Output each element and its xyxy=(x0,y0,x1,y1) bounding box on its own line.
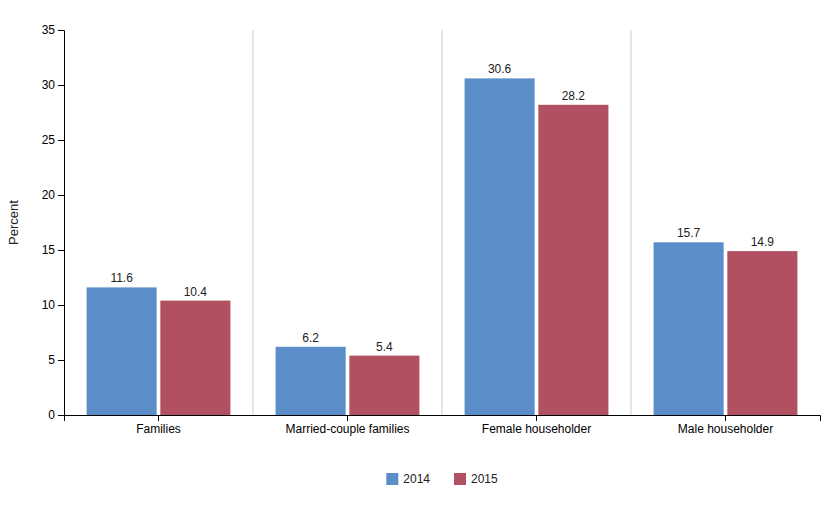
tick-mark xyxy=(58,360,64,361)
tick-mark xyxy=(58,195,64,196)
bar xyxy=(160,301,230,415)
group-dividers xyxy=(253,30,631,415)
data-label: 10.4 xyxy=(184,285,208,299)
tick-mark xyxy=(58,415,64,416)
tick-label: 30 xyxy=(42,78,56,92)
tick-mark xyxy=(58,250,64,251)
tick-label: Male householder xyxy=(678,422,773,436)
axis-line xyxy=(65,416,821,422)
tick-label: 0 xyxy=(48,408,55,422)
data-labels: 11.6 6.2 30.6 15.7 10.4 5.4 28.2 14.9 xyxy=(110,62,774,353)
legend-label: 2014 xyxy=(403,472,430,486)
data-label: 28.2 xyxy=(562,89,586,103)
bars xyxy=(87,78,798,415)
group-divider xyxy=(442,30,443,415)
bar xyxy=(87,287,157,415)
tick-label: 20 xyxy=(42,188,56,202)
data-label: 15.7 xyxy=(677,226,701,240)
bar xyxy=(465,78,535,415)
tick-label: Families xyxy=(136,422,181,436)
y-tick: 10 xyxy=(42,298,64,312)
tick-mark xyxy=(58,30,64,31)
x-tick: Married-couple families xyxy=(285,415,409,436)
tick-label: 10 xyxy=(42,298,56,312)
bar xyxy=(276,347,346,415)
plot-area: 11.6 6.2 30.6 15.7 10.4 5.4 28.2 14.9 0 5 10 15 20 25… xyxy=(42,23,821,435)
tick-label: Female householder xyxy=(482,422,591,436)
legend-swatch xyxy=(386,473,398,485)
tick-label: 25 xyxy=(42,133,56,147)
legend-item: 2014 xyxy=(386,472,430,486)
bar-series xyxy=(160,105,797,415)
legend-item: 2015 xyxy=(454,472,498,486)
tick-mark xyxy=(58,85,64,86)
bar xyxy=(349,356,419,415)
bar xyxy=(654,242,724,415)
axis-line xyxy=(58,31,65,416)
y-tick: 20 xyxy=(42,188,64,202)
tick-mark xyxy=(347,415,348,421)
y-tick: 5 xyxy=(48,353,64,367)
x-axis: Families Married-couple families Female ho… xyxy=(65,415,821,436)
data-label: 14.9 xyxy=(751,235,775,249)
data-label: 6.2 xyxy=(302,331,319,345)
tick-mark xyxy=(725,415,726,421)
tick-mark xyxy=(536,415,537,421)
tick-mark xyxy=(158,415,159,421)
bar xyxy=(538,105,608,415)
chart: 11.6 6.2 30.6 15.7 10.4 5.4 28.2 14.9 0 5 10 15 20 25… xyxy=(0,0,840,505)
bar xyxy=(727,251,797,415)
data-label: 30.6 xyxy=(488,62,512,76)
y-tick: 30 xyxy=(42,78,64,92)
legend-swatch xyxy=(454,473,466,485)
y-tick: 15 xyxy=(42,243,64,257)
y-tick: 35 xyxy=(42,23,64,37)
tick-label: Married-couple families xyxy=(285,422,409,436)
tick-label: 35 xyxy=(42,23,56,37)
y-axis: 0 5 10 15 20 25 30 35 xyxy=(42,23,65,422)
data-label: 11.6 xyxy=(110,271,133,285)
y-tick: 25 xyxy=(42,133,64,147)
legend-label: 2015 xyxy=(471,472,498,486)
group-divider xyxy=(253,30,254,415)
tick-mark xyxy=(58,140,64,141)
x-tick: Female householder xyxy=(482,415,591,436)
tick-label: 5 xyxy=(48,353,55,367)
bar-series xyxy=(87,78,724,415)
y-axis-title: Percent xyxy=(6,200,21,245)
data-label: 5.4 xyxy=(376,340,393,354)
legend: 2014 2015 xyxy=(386,472,498,486)
y-tick: 0 xyxy=(48,408,64,422)
x-tick: Families xyxy=(136,415,181,436)
x-tick: Male householder xyxy=(678,415,773,436)
tick-mark xyxy=(58,305,64,306)
tick-label: 15 xyxy=(42,243,56,257)
group-divider xyxy=(631,30,632,415)
